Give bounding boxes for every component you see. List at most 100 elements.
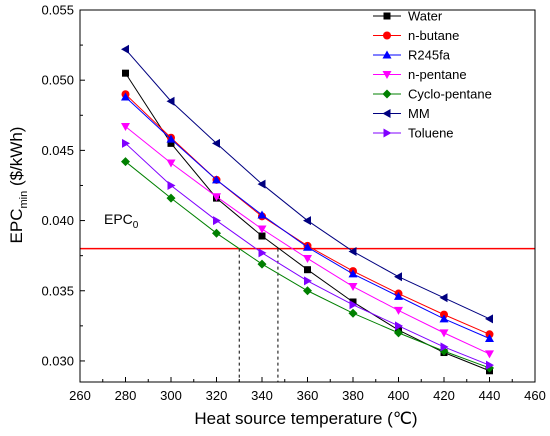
legend-marker-water <box>383 12 391 20</box>
x-tick-label: 340 <box>251 388 273 403</box>
data-point-mm <box>485 314 493 324</box>
data-point-r245fa <box>121 92 130 101</box>
legend-marker-n-butane <box>383 31 391 40</box>
x-tick-label: 260 <box>69 388 91 403</box>
x-tick-label: 420 <box>433 388 455 403</box>
data-point-r245fa <box>439 314 449 323</box>
data-point-n-pentane <box>212 193 221 202</box>
data-point-n-pentane <box>439 329 449 338</box>
y-tick-label: 0.045 <box>41 143 74 158</box>
legend-marker-mm <box>382 109 391 118</box>
legend-label-toluene: Toluene <box>408 126 454 141</box>
data-point-cyclo-pentane <box>303 286 312 296</box>
legend-label-n-butane: n-butane <box>408 28 459 43</box>
legend-entry-cyclo-pentane: Cyclo-pentane <box>373 87 492 102</box>
data-point-water <box>304 266 311 274</box>
epc0-label-main: EPC <box>104 211 133 227</box>
epc0-label: EPC0 <box>104 211 139 231</box>
data-point-toluene <box>213 216 221 226</box>
data-point-cyclo-pentane <box>212 228 221 238</box>
axes: 260 280 300 320 340 360 380 400 420 440 460 0.030 0.… <box>41 3 545 404</box>
series-cyclo-pentane <box>121 157 494 373</box>
data-point-toluene <box>440 342 449 352</box>
data-point-cyclo-pentane <box>348 308 358 318</box>
data-point-r245fa <box>303 242 312 251</box>
y-tick-label: 0.040 <box>41 213 74 228</box>
data-point-toluene <box>304 276 312 286</box>
x-tick-label: 300 <box>160 388 182 403</box>
x-tick-label: 400 <box>388 388 410 403</box>
plot-frame <box>79 9 536 383</box>
data-point-r245fa <box>485 333 494 342</box>
data-point-water <box>122 69 129 77</box>
data-point-toluene <box>122 138 130 148</box>
data-point-n-pentane <box>303 254 312 263</box>
data-point-toluene <box>349 300 358 310</box>
data-point-toluene <box>167 180 176 190</box>
series-r245fa <box>121 92 494 342</box>
data-point-cyclo-pentane <box>121 157 130 167</box>
data-point-n-pentane <box>121 123 130 132</box>
data-point-mm <box>348 246 357 256</box>
y-tick-label: 0.055 <box>41 3 74 18</box>
legend-marker-cyclo-pentane <box>382 89 392 99</box>
data-point-mm <box>121 44 129 54</box>
x-tick-label: 460 <box>524 388 546 403</box>
series-layer <box>121 44 494 375</box>
legend-label-cyclo-pentane: Cyclo-pentane <box>408 87 492 102</box>
y-axis-title-main: EPC <box>7 209 26 244</box>
data-point-n-pentane <box>257 225 267 234</box>
data-point-n-pentane <box>166 159 176 168</box>
y-axis-title: EPCmin ($/kWh) <box>7 127 30 244</box>
data-point-r245fa <box>257 210 267 219</box>
legend-marker-toluene <box>383 128 392 138</box>
legend-marker-n-pentane <box>382 71 392 79</box>
data-point-water <box>349 298 357 306</box>
data-point-mm <box>212 138 220 148</box>
series-n-pentane <box>121 123 494 359</box>
legend-label-mm: MM <box>408 106 430 121</box>
y-axis-title-unit: ($/kWh) <box>7 127 26 191</box>
data-point-cyclo-pentane <box>394 328 403 338</box>
y-tick-label: 0.030 <box>41 353 74 368</box>
legend: Water n-butane R245fa n-pentane Cyclo-pentan… <box>373 9 492 141</box>
legend-entry-toluene: Toluene <box>373 126 454 141</box>
data-point-toluene <box>258 248 267 258</box>
legend-label-n-pentane: n-pentane <box>408 67 467 82</box>
y-tick-label: 0.035 <box>41 283 74 298</box>
legend-entry-n-butane: n-butane <box>373 28 459 43</box>
series-line-toluene <box>125 142 490 366</box>
epc0-label-sub: 0 <box>133 220 139 231</box>
data-point-n-pentane <box>394 306 403 315</box>
data-point-r245fa <box>348 269 358 278</box>
series-toluene <box>122 138 494 370</box>
data-point-mm <box>166 96 175 106</box>
data-point-mm <box>394 272 402 282</box>
x-tick-label: 440 <box>479 388 501 403</box>
data-point-mm <box>257 179 266 189</box>
data-point-mm <box>439 293 448 303</box>
x-tick-label: 320 <box>206 388 228 403</box>
data-point-r245fa <box>212 175 221 184</box>
data-point-toluene <box>486 360 494 370</box>
data-point-n-pentane <box>348 283 358 292</box>
x-tick-label: 280 <box>115 388 137 403</box>
series-line-n-pentane <box>125 126 490 355</box>
x-axis-title: Heat source temperature (℃) <box>194 409 417 428</box>
data-point-water <box>167 139 175 147</box>
y-tick-label: 0.050 <box>41 73 74 88</box>
y-axis-title-sub: min <box>18 191 30 209</box>
data-point-toluene <box>395 321 403 331</box>
data-point-r245fa <box>394 291 403 300</box>
data-point-mm <box>303 216 311 226</box>
series-mm <box>121 44 493 324</box>
legend-label-water: Water <box>408 9 443 24</box>
x-tick-label: 380 <box>342 388 364 403</box>
data-point-n-pentane <box>485 350 494 359</box>
data-point-water <box>258 232 266 240</box>
data-point-cyclo-pentane <box>166 193 176 203</box>
data-point-r245fa <box>166 134 176 143</box>
legend-marker-r245fa <box>382 50 392 59</box>
x-tick-label: 360 <box>297 388 319 403</box>
legend-entry-r245fa: R245fa <box>373 48 451 63</box>
